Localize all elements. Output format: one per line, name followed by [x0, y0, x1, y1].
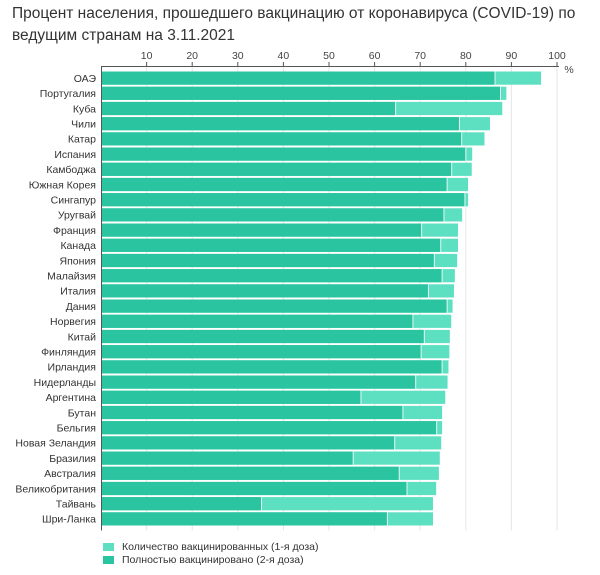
bar-full — [101, 299, 447, 313]
bar-full — [101, 421, 437, 435]
bar-full — [101, 223, 422, 237]
bar-full — [101, 253, 434, 268]
bar-full — [101, 193, 465, 207]
legend-label-full: Полностью вакцинировано (2-я доза) — [122, 554, 304, 566]
category-label: Южная Корея — [29, 179, 96, 191]
category-label: Испания — [54, 149, 96, 161]
category-label: Великобритания — [15, 483, 96, 495]
x-tick-label: 70 — [414, 50, 426, 62]
category-label: Уругвай — [58, 210, 96, 222]
x-tick-label: 40 — [278, 50, 290, 62]
bar-full — [101, 451, 353, 465]
bar-full — [101, 147, 466, 161]
x-tick-label: 90 — [506, 50, 518, 62]
bar-full — [101, 238, 441, 252]
bar-full — [101, 512, 387, 526]
bar-full — [101, 101, 396, 116]
bar-full — [101, 329, 424, 344]
bar-full — [101, 284, 428, 298]
legend-swatch-first-dose — [103, 543, 114, 551]
category-label: Бразилия — [49, 453, 96, 465]
x-axis: 10 20 30 40 50 60 70 80 90 100% — [101, 50, 574, 531]
category-label: Италия — [60, 286, 96, 298]
x-tick-label: 60 — [369, 50, 381, 62]
category-label: Китай — [68, 331, 97, 343]
category-label: Катар — [68, 134, 96, 146]
category-label: Норвегия — [50, 316, 96, 328]
legend-swatch-full — [103, 556, 114, 564]
category-label: Малайзия — [47, 271, 96, 283]
legend-label-first-dose: Количество вакцинированных (1-я доза) — [122, 541, 319, 553]
bar-full — [101, 269, 442, 283]
category-label: Аргентина — [46, 392, 97, 404]
bar-full — [101, 345, 421, 359]
bar-full — [101, 481, 407, 496]
category-label: ОАЭ — [74, 73, 97, 85]
bar-full — [101, 375, 416, 389]
bar-full — [101, 497, 262, 511]
bar-full — [101, 162, 452, 176]
category-label: Ирландия — [48, 362, 96, 374]
category-label: Франция — [53, 225, 96, 237]
category-label: Португалия — [40, 88, 96, 100]
category-label: Дания — [66, 301, 96, 313]
category-labels: ОАЭ Португалия Куба Чили Катар Испания Камбодж… — [15, 73, 96, 526]
category-label: Австралия — [44, 468, 96, 480]
legend-item-first-dose: Количество вакцинированных (1-я доза) — [103, 541, 318, 553]
bar-full — [101, 117, 459, 131]
category-label: Чили — [71, 119, 96, 131]
category-label: Шри-Ланка — [42, 514, 96, 526]
category-label: Канада — [60, 240, 96, 252]
bar-full — [101, 71, 495, 85]
x-tick-label: 20 — [186, 50, 198, 62]
category-label: Сингапур — [51, 195, 97, 207]
x-tick-label: 100 — [548, 50, 566, 62]
bar-full — [101, 314, 413, 328]
x-tick-label: 30 — [232, 50, 244, 62]
bar-full — [101, 86, 500, 100]
x-tick-label: 50 — [323, 50, 335, 62]
category-label: Новая Зеландия — [15, 438, 96, 450]
x-tick-label: 10 — [141, 50, 153, 62]
bar-full — [101, 466, 399, 480]
category-label: Япония — [60, 255, 96, 267]
bar-full — [101, 390, 361, 404]
x-tick-label: 80 — [460, 50, 472, 62]
category-label: Камбоджа — [46, 164, 96, 176]
bar-full — [101, 436, 395, 450]
category-label: Бельгия — [57, 423, 96, 435]
category-label: Бутан — [68, 407, 96, 419]
bar-full — [101, 405, 403, 420]
category-label: Тайвань — [56, 499, 97, 511]
bar-full — [101, 132, 462, 146]
legend: Количество вакцинированных (1-я доза) По… — [103, 541, 318, 567]
bar-full — [101, 208, 444, 222]
bar-full — [101, 177, 447, 192]
category-label: Финляндия — [41, 347, 96, 359]
bars — [101, 71, 542, 526]
category-label: Нидерланды — [34, 377, 96, 389]
category-label: Куба — [73, 103, 96, 115]
bar-full — [101, 360, 442, 374]
legend-item-full: Полностью вакцинировано (2-я доза) — [103, 554, 318, 566]
chart-title: Процент населения, прошедшего вакцинацию… — [12, 5, 576, 44]
x-unit-label: % — [564, 64, 573, 76]
